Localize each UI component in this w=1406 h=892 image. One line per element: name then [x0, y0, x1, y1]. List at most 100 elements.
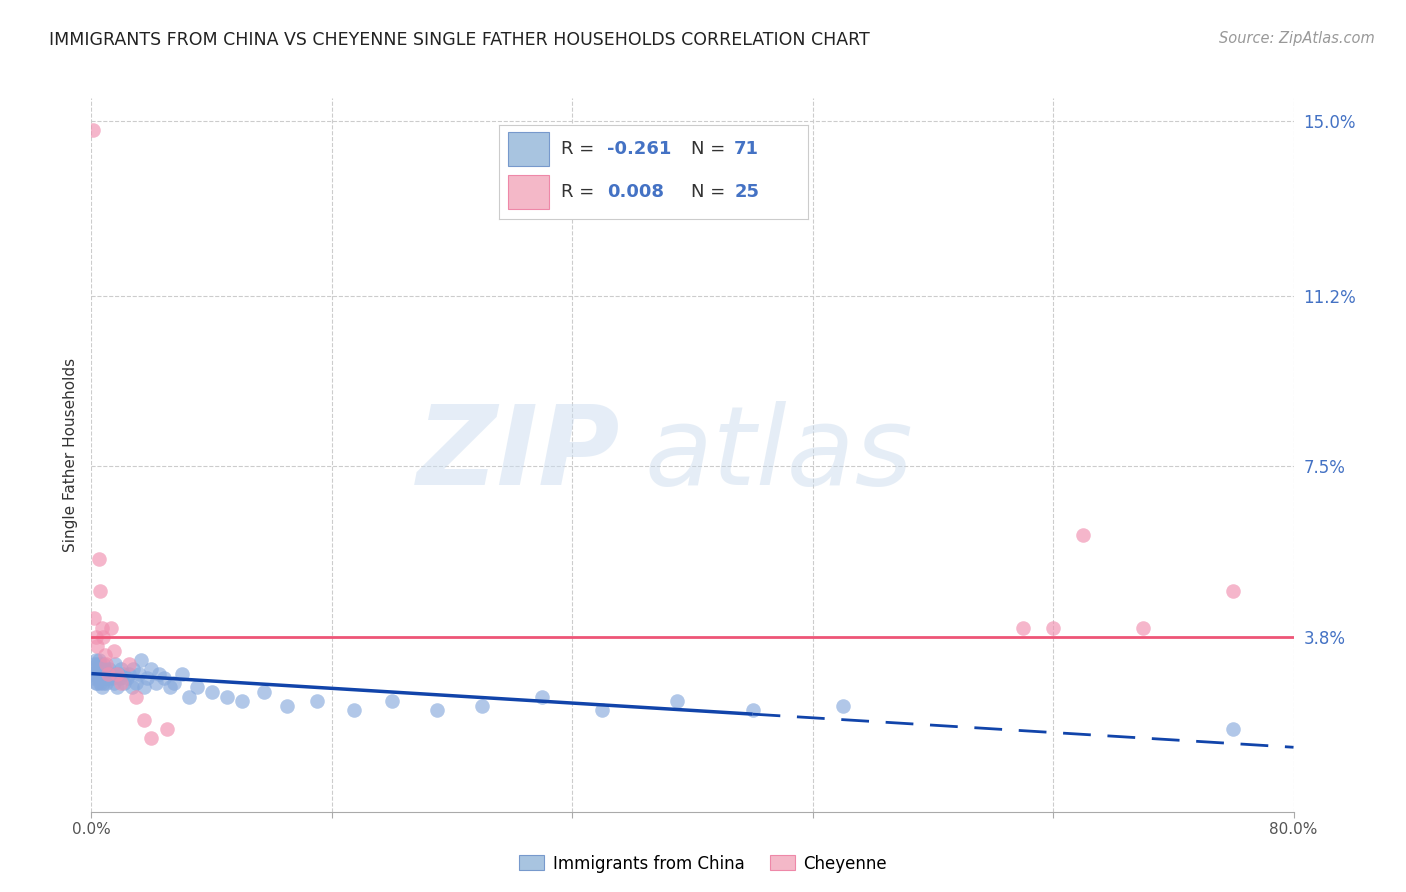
Point [1222, 583, 1244, 598]
Point [98, 662, 121, 676]
Point [121, 681, 143, 695]
Point [110, 662, 132, 676]
Point [82, 123, 104, 137]
Point [136, 671, 159, 685]
Text: R =: R = [561, 184, 600, 202]
Point [84, 662, 107, 676]
Point [343, 703, 366, 717]
Point [1132, 621, 1154, 635]
Point [103, 643, 125, 657]
Y-axis label: Single Father Households: Single Father Households [62, 358, 77, 552]
Point [82, 666, 104, 681]
Point [122, 662, 145, 676]
Point [90, 681, 112, 695]
Point [471, 698, 494, 713]
Point [145, 675, 167, 690]
Point [1222, 722, 1244, 736]
Point [276, 698, 298, 713]
Point [93, 657, 115, 672]
Point [125, 675, 148, 690]
Legend: Immigrants from China, Cheyenne: Immigrants from China, Cheyenne [513, 848, 893, 880]
Point [100, 621, 122, 635]
Point [163, 675, 186, 690]
Point [108, 671, 131, 685]
Point [1042, 621, 1064, 635]
Point [141, 731, 163, 745]
Point [231, 694, 253, 708]
Point [89, 666, 111, 681]
Point [152, 671, 174, 685]
Point [591, 703, 613, 717]
Point [1012, 621, 1035, 635]
Point [215, 690, 238, 704]
Point [83, 671, 105, 685]
Point [253, 685, 276, 699]
Point [111, 666, 134, 681]
Point [93, 675, 115, 690]
Point [84, 630, 107, 644]
Point [97, 666, 120, 681]
Point [96, 666, 118, 681]
Point [94, 662, 117, 676]
Point [93, 666, 115, 681]
Point [89, 675, 111, 690]
Point [1071, 528, 1094, 542]
Point [426, 703, 449, 717]
Point [94, 648, 117, 663]
Point [96, 675, 118, 690]
Point [141, 662, 163, 676]
Point [90, 621, 112, 635]
Point [90, 671, 112, 685]
Bar [509, 132, 548, 166]
Point [86, 657, 108, 672]
Point [100, 666, 122, 681]
Point [177, 690, 200, 704]
Point [87, 551, 110, 566]
Point [148, 666, 170, 681]
Text: -0.261: -0.261 [607, 140, 672, 158]
Point [86, 639, 108, 653]
Bar [509, 176, 548, 210]
Point [83, 611, 105, 625]
Point [103, 675, 125, 690]
Point [155, 722, 177, 736]
Point [87, 653, 110, 667]
Point [110, 675, 132, 690]
Text: N =: N = [690, 140, 731, 158]
Point [84, 675, 107, 690]
Point [87, 662, 110, 676]
Point [117, 671, 139, 685]
Text: ZIP: ZIP [416, 401, 620, 508]
Text: N =: N = [690, 184, 731, 202]
Text: 71: 71 [734, 140, 759, 158]
Point [101, 671, 124, 685]
Point [89, 657, 111, 672]
Point [132, 681, 155, 695]
Text: Source: ZipAtlas.com: Source: ZipAtlas.com [1219, 31, 1375, 46]
Point [531, 690, 554, 704]
Point [93, 630, 115, 644]
Text: R =: R = [561, 140, 600, 158]
Point [104, 657, 127, 672]
Point [114, 675, 136, 690]
Point [666, 694, 689, 708]
Point [170, 666, 193, 681]
Point [128, 666, 150, 681]
Point [105, 681, 128, 695]
Text: IMMIGRANTS FROM CHINA VS CHEYENNE SINGLE FATHER HOUSEHOLDS CORRELATION CHART: IMMIGRANTS FROM CHINA VS CHEYENNE SINGLE… [49, 31, 870, 49]
Point [159, 681, 181, 695]
Point [107, 666, 129, 681]
Point [186, 681, 208, 695]
Point [305, 694, 328, 708]
Point [86, 666, 108, 681]
Point [118, 666, 141, 681]
Point [84, 653, 107, 667]
Text: 25: 25 [734, 184, 759, 202]
Point [90, 662, 112, 676]
Point [87, 671, 110, 685]
Point [86, 675, 108, 690]
Text: 0.008: 0.008 [607, 184, 665, 202]
Point [201, 685, 224, 699]
Point [96, 657, 118, 672]
Point [381, 694, 404, 708]
